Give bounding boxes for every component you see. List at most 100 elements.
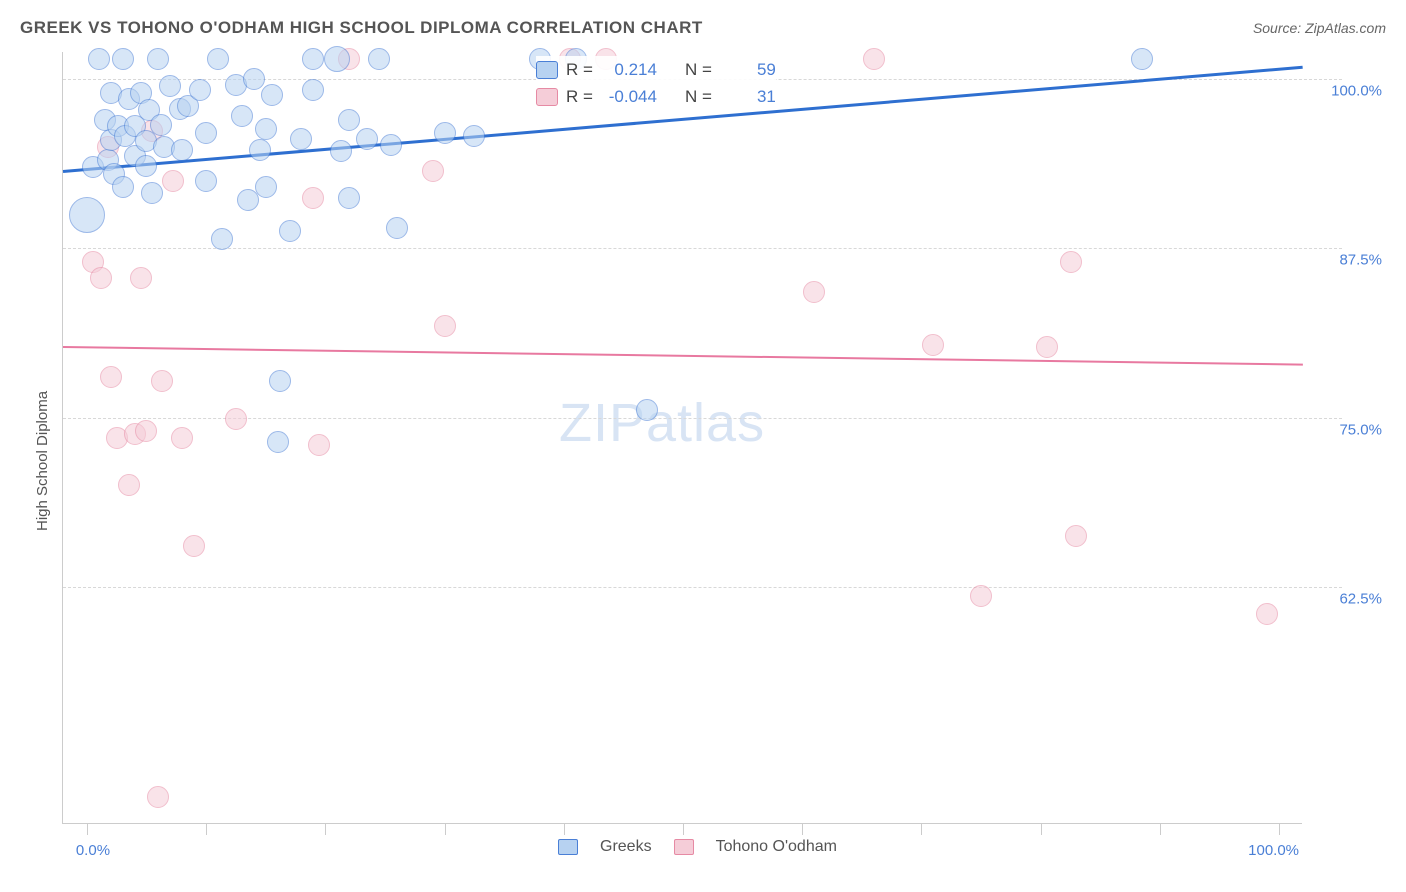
x-tick — [921, 823, 922, 835]
data-point-greek — [135, 155, 157, 177]
data-point-greek — [302, 79, 324, 101]
x-tick — [1279, 823, 1280, 835]
data-point-tohono — [1036, 336, 1058, 358]
x-axis-max-label: 100.0% — [1248, 842, 1299, 859]
bottom-legend: Greeks Tohono O'odham — [558, 838, 837, 856]
watermark: ZIPatlas — [559, 392, 765, 454]
bottom-label-tohono: Tohono O'odham — [716, 838, 837, 856]
data-point-greek — [255, 176, 277, 198]
x-tick — [564, 823, 565, 835]
data-point-tohono — [1256, 603, 1278, 625]
data-point-greek — [302, 48, 324, 70]
data-point-greek — [112, 176, 134, 198]
data-point-greek — [141, 182, 163, 204]
data-point-greek — [463, 125, 485, 147]
x-axis-min-label: 0.0% — [76, 842, 110, 859]
legend-r-label: R = — [566, 83, 593, 110]
data-point-greek — [69, 197, 105, 233]
data-point-tohono — [422, 160, 444, 182]
data-point-greek — [207, 48, 229, 70]
data-point-tohono — [135, 420, 157, 442]
x-tick — [325, 823, 326, 835]
data-point-tohono — [803, 281, 825, 303]
data-point-greek — [386, 217, 408, 239]
data-point-greek — [368, 48, 390, 70]
x-tick — [87, 823, 88, 835]
data-point-tohono — [100, 366, 122, 388]
data-point-greek — [88, 48, 110, 70]
data-point-tohono — [162, 170, 184, 192]
title-bar: GREEK VS TOHONO O'ODHAM HIGH SCHOOL DIPL… — [20, 18, 1386, 38]
data-point-tohono — [90, 267, 112, 289]
data-point-tohono — [130, 267, 152, 289]
y-tick-label: 62.5% — [1312, 590, 1382, 607]
data-point-tohono — [308, 434, 330, 456]
data-point-greek — [324, 46, 350, 72]
data-point-greek — [267, 431, 289, 453]
data-point-greek — [1131, 48, 1153, 70]
gridline — [63, 418, 1342, 419]
legend-row-tohono: R = -0.044 N = 31 — [536, 83, 776, 110]
data-point-tohono — [302, 187, 324, 209]
data-point-tohono — [863, 48, 885, 70]
data-point-tohono — [922, 334, 944, 356]
data-point-tohono — [1065, 525, 1087, 547]
legend-n-value-greek: 59 — [720, 56, 776, 83]
watermark-bold: ZIP — [559, 393, 646, 453]
data-point-greek — [338, 187, 360, 209]
data-point-greek — [159, 75, 181, 97]
data-point-greek — [112, 48, 134, 70]
x-tick — [206, 823, 207, 835]
legend-r-value-greek: 0.214 — [601, 56, 657, 83]
data-point-greek — [261, 84, 283, 106]
x-tick — [1041, 823, 1042, 835]
data-point-greek — [338, 109, 360, 131]
data-point-greek — [147, 48, 169, 70]
data-point-greek — [171, 139, 193, 161]
chart-title: GREEK VS TOHONO O'ODHAM HIGH SCHOOL DIPL… — [20, 18, 703, 38]
bottom-label-greek: Greeks — [600, 838, 652, 856]
y-tick-label: 100.0% — [1312, 83, 1382, 100]
data-point-greek — [255, 118, 277, 140]
x-tick — [445, 823, 446, 835]
legend-r-label: R = — [566, 56, 593, 83]
legend-row-greek: R = 0.214 N = 59 — [536, 56, 776, 83]
chart-container: GREEK VS TOHONO O'ODHAM HIGH SCHOOL DIPL… — [0, 0, 1406, 892]
source-label: Source: ZipAtlas.com — [1253, 20, 1386, 36]
x-tick — [1160, 823, 1161, 835]
data-point-greek — [434, 122, 456, 144]
legend-n-label: N = — [685, 83, 712, 110]
watermark-light: atlas — [646, 393, 765, 453]
data-point-tohono — [151, 370, 173, 392]
legend-swatch-greek — [536, 61, 558, 79]
data-point-greek — [380, 134, 402, 156]
legend-box: R = 0.214 N = 59 R = -0.044 N = 31 — [536, 56, 776, 110]
gridline — [63, 587, 1342, 588]
data-point-greek — [356, 128, 378, 150]
legend-r-value-tohono: -0.044 — [601, 83, 657, 110]
data-point-tohono — [118, 474, 140, 496]
y-axis-title: High School Diploma — [34, 391, 51, 531]
data-point-tohono — [147, 786, 169, 808]
data-point-tohono — [183, 535, 205, 557]
data-point-greek — [195, 170, 217, 192]
data-point-tohono — [434, 315, 456, 337]
data-point-greek — [211, 228, 233, 250]
y-tick-label: 87.5% — [1312, 252, 1382, 269]
bottom-swatch-greek — [558, 839, 578, 855]
data-point-tohono — [970, 585, 992, 607]
x-tick — [683, 823, 684, 835]
data-point-greek — [330, 140, 352, 162]
data-point-tohono — [1060, 251, 1082, 273]
data-point-greek — [249, 139, 271, 161]
legend-n-value-tohono: 31 — [720, 83, 776, 110]
data-point-greek — [189, 79, 211, 101]
data-point-greek — [150, 114, 172, 136]
plot-area: ZIPatlas 62.5%75.0%87.5%100.0% — [62, 52, 1302, 824]
legend-swatch-tohono — [536, 88, 558, 106]
trendline-tohono — [63, 346, 1303, 366]
data-point-greek — [279, 220, 301, 242]
legend-n-label: N = — [685, 56, 712, 83]
data-point-greek — [269, 370, 291, 392]
data-point-greek — [290, 128, 312, 150]
